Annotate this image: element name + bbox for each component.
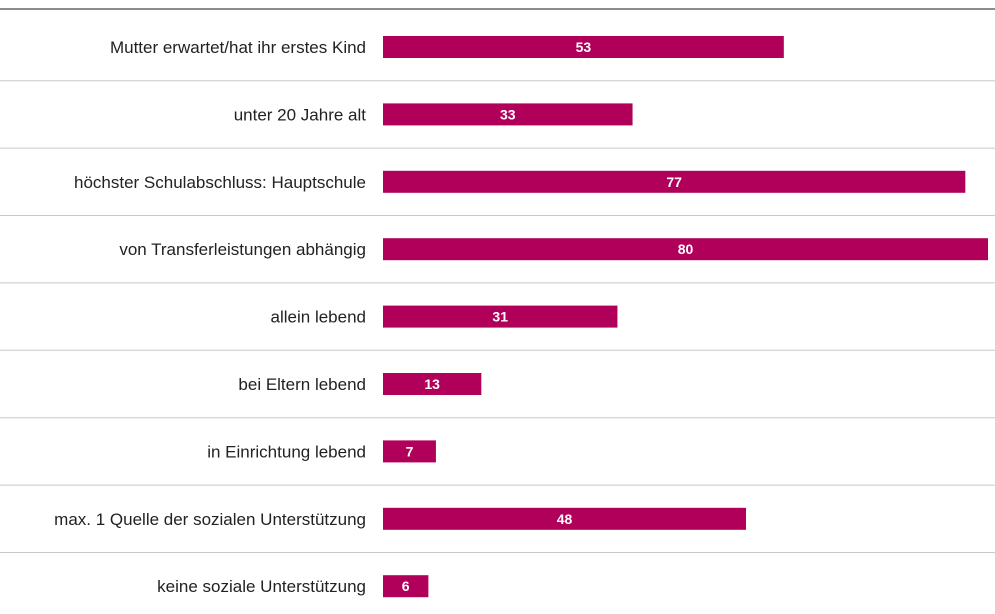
bar: [383, 305, 618, 328]
category-label: von Transferleistungen abhängig: [119, 240, 366, 259]
bar: [383, 507, 746, 530]
category-label: unter 20 Jahre alt: [234, 105, 367, 124]
category-label: keine soziale Unterstützung: [157, 577, 366, 596]
bar-value-label: 80: [678, 241, 694, 257]
category-label: bei Eltern lebend: [238, 375, 366, 394]
bar-value-label: 7: [406, 443, 414, 459]
bar-value-label: 48: [557, 511, 573, 527]
top-rule: [0, 8, 995, 10]
bar: [383, 238, 988, 261]
bar-value-label: 53: [576, 39, 592, 55]
bar: [383, 103, 633, 126]
bar-value-label: 77: [666, 174, 682, 190]
bar-value-label: 33: [500, 106, 516, 122]
bar: [383, 36, 784, 58]
bar: [383, 373, 482, 395]
bar: [383, 170, 966, 193]
bar-value-label: 13: [424, 376, 440, 392]
category-label: max. 1 Quelle der sozialen Unterstützung: [54, 510, 366, 529]
category-label: höchster Schulabschluss: Hauptschule: [74, 173, 366, 192]
bar-value-label: 6: [402, 578, 410, 594]
category-label: in Einrichtung lebend: [207, 442, 366, 461]
bar: [383, 440, 436, 463]
category-label: Mutter erwartet/hat ihr erstes Kind: [110, 38, 366, 57]
bar-value-label: 31: [492, 309, 508, 325]
category-label: allein lebend: [271, 308, 366, 327]
bar: [383, 575, 429, 598]
